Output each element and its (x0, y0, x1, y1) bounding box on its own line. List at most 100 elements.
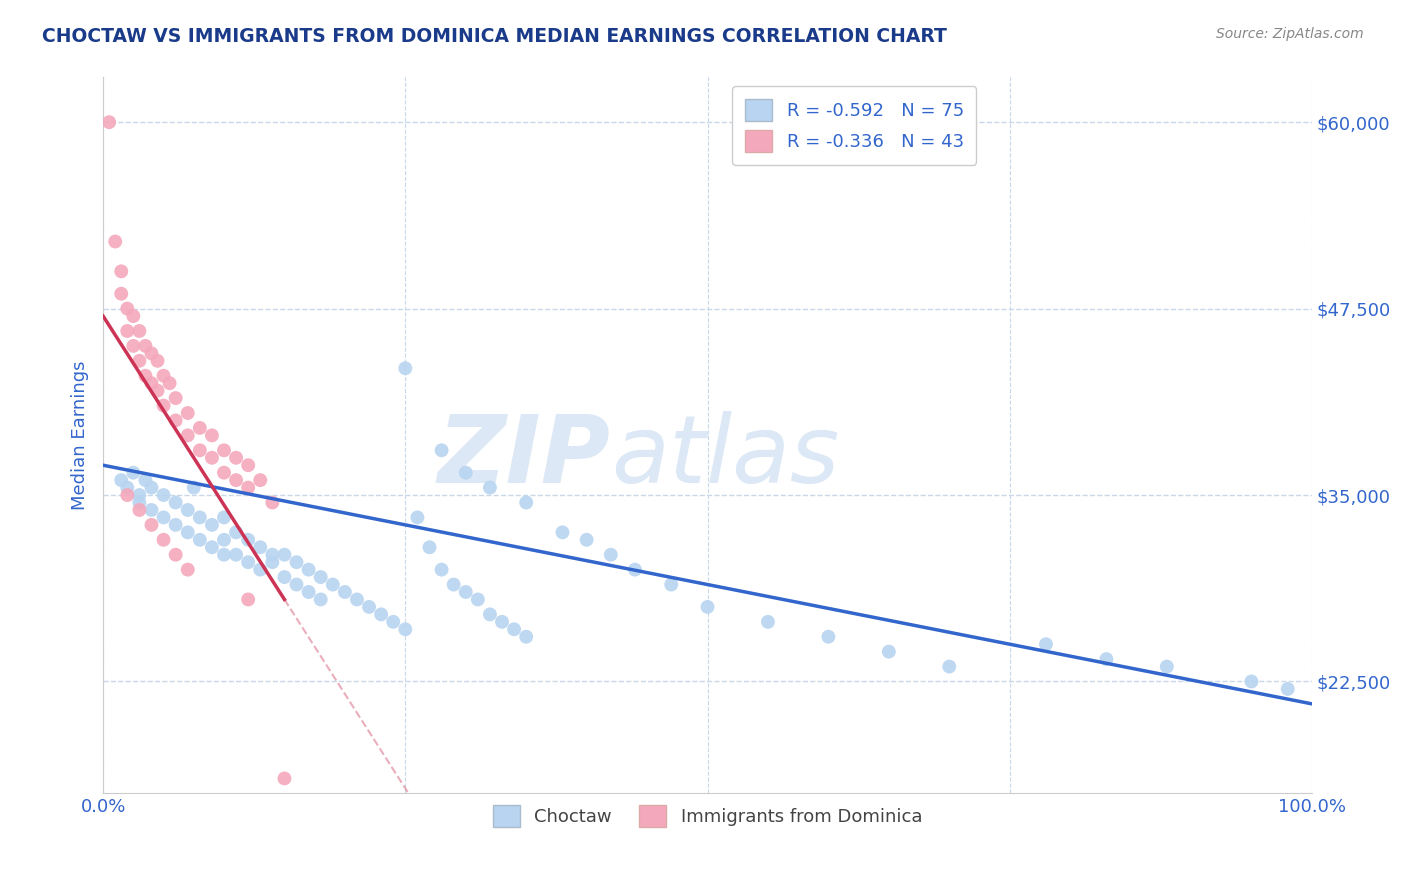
Point (238, 533, 260, 547)
Point (152, 533, 174, 547)
Point (141, 503, 163, 517)
Point (110, 264, 132, 278)
Point (238, 458, 260, 473)
Point (394, 361, 416, 376)
Point (177, 503, 200, 517)
Point (152, 510, 174, 524)
Point (225, 473, 247, 487)
Point (177, 406, 200, 420)
Point (117, 481, 139, 495)
Point (249, 541, 271, 555)
Point (551, 525, 574, 540)
Point (165, 413, 187, 427)
Point (515, 630, 537, 644)
Point (478, 607, 501, 622)
Point (212, 510, 235, 524)
Point (128, 495, 150, 509)
Text: ZIP: ZIP (437, 411, 610, 503)
Point (273, 772, 295, 786)
Point (262, 548, 284, 562)
Point (152, 399, 174, 413)
Point (122, 339, 145, 353)
Point (938, 659, 960, 673)
Point (406, 510, 429, 524)
Point (418, 541, 440, 555)
Point (333, 585, 356, 599)
Point (309, 592, 332, 607)
Point (443, 577, 465, 591)
Point (249, 473, 271, 487)
Point (188, 421, 211, 435)
Point (322, 577, 344, 591)
Text: atlas: atlas (610, 411, 839, 502)
Point (165, 517, 187, 532)
Point (110, 286, 132, 301)
Point (183, 481, 205, 495)
Point (238, 592, 260, 607)
Point (467, 592, 489, 607)
Point (128, 324, 150, 338)
Point (285, 577, 308, 591)
Point (177, 525, 200, 540)
Point (188, 443, 211, 458)
Point (117, 324, 139, 338)
Point (309, 570, 332, 584)
Point (141, 346, 163, 360)
Point (262, 555, 284, 569)
Point (201, 541, 224, 555)
Point (575, 533, 598, 547)
Point (159, 376, 181, 391)
Point (152, 488, 174, 502)
Point (141, 481, 163, 495)
Point (188, 510, 211, 524)
Point (117, 488, 139, 502)
Point (201, 517, 224, 532)
Point (225, 548, 247, 562)
Point (370, 607, 392, 622)
Y-axis label: Median Earnings: Median Earnings (72, 360, 89, 510)
Point (141, 376, 163, 391)
Point (1095, 652, 1118, 666)
Point (98, 115, 121, 129)
Point (298, 563, 321, 577)
Point (134, 473, 156, 487)
Point (624, 563, 647, 577)
Point (515, 495, 537, 509)
Point (122, 309, 145, 323)
Point (212, 443, 235, 458)
Point (1240, 674, 1263, 689)
Point (599, 548, 621, 562)
Point (273, 548, 295, 562)
Text: Source: ZipAtlas.com: Source: ZipAtlas.com (1216, 27, 1364, 41)
Point (503, 622, 526, 636)
Point (165, 391, 187, 405)
Point (141, 517, 163, 532)
Point (1035, 637, 1057, 651)
Point (134, 339, 156, 353)
Point (152, 368, 174, 383)
Point (1277, 681, 1299, 696)
Point (212, 533, 235, 547)
Point (128, 503, 150, 517)
Point (273, 570, 295, 584)
Point (238, 555, 260, 569)
Point (225, 525, 247, 540)
Point (877, 645, 900, 659)
Point (188, 533, 211, 547)
Legend: Choctaw, Immigrants from Dominica: Choctaw, Immigrants from Dominica (485, 798, 929, 834)
Point (238, 481, 260, 495)
Point (212, 466, 235, 480)
Point (177, 428, 200, 442)
Point (177, 563, 200, 577)
Point (212, 548, 235, 562)
Point (430, 563, 453, 577)
Point (756, 615, 779, 629)
Point (394, 622, 416, 636)
Point (104, 235, 127, 249)
Point (165, 548, 187, 562)
Point (128, 488, 150, 502)
Point (817, 630, 839, 644)
Point (262, 495, 284, 509)
Point (454, 585, 477, 599)
Point (1156, 659, 1178, 673)
